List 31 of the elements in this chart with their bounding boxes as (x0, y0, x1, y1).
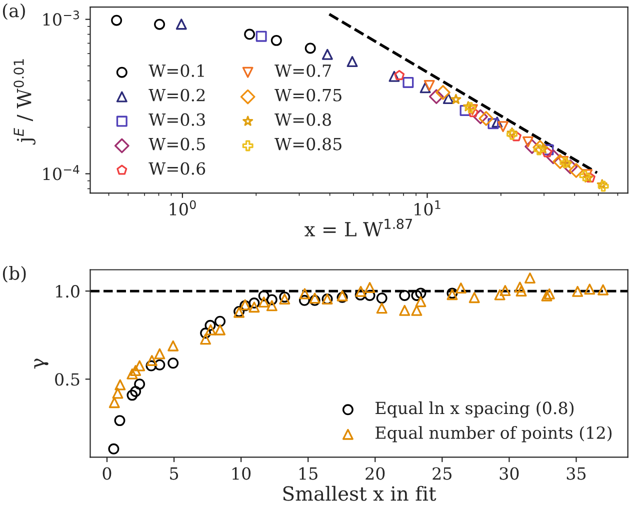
legend-label: Equal ln x spacing (0.8) (376, 401, 574, 418)
legend-label: W=0.8 (274, 113, 331, 126)
x-tick-label: 0 (102, 467, 112, 480)
y-tick-label: 10$^{−4}$ (43, 165, 80, 180)
x-tick-label: 20 (366, 467, 385, 480)
x-tick-label: 10$^{0}$ (170, 200, 196, 216)
x-axis-title: x = L W$^{1.87}$ (304, 218, 412, 236)
x-tick-label: 15 (300, 467, 318, 480)
x-tick-label: 10$^{1}$ (414, 200, 440, 216)
x-tick-label: 5 (170, 467, 178, 480)
x-tick-label: 25 (432, 467, 452, 480)
legend-label: W=0.2 (148, 88, 205, 102)
text: (a) (2, 3, 25, 20)
y-tick-label: 1.0 (56, 285, 80, 298)
legend-label: W=0.3 (148, 113, 205, 126)
legend-label: W=0.7 (274, 64, 331, 77)
legend-label: W=0.75 (274, 88, 342, 102)
y-tick-label: 10$^{−3}$ (43, 10, 79, 26)
legend-label: W=0.85 (274, 138, 342, 150)
legend-label: W=0.5 (148, 138, 205, 150)
y-axis-title: j$^{E}$ / W$^{0.01}$ (14, 59, 36, 145)
x-axis-title: Smallest x in fit (283, 486, 436, 501)
x-tick-label: 30 (500, 467, 519, 480)
x-tick-label: 10 (232, 467, 251, 480)
y-axis-title: γ (34, 358, 48, 369)
legend-label: W=0.6 (148, 162, 206, 175)
y-tick-label: 0.5 (55, 373, 80, 386)
legend-label: W=0.1 (148, 64, 204, 77)
text: (b) (2, 266, 26, 283)
legend-label: Equal number of points (12) (376, 426, 612, 442)
x-tick-label: 35 (566, 467, 586, 480)
